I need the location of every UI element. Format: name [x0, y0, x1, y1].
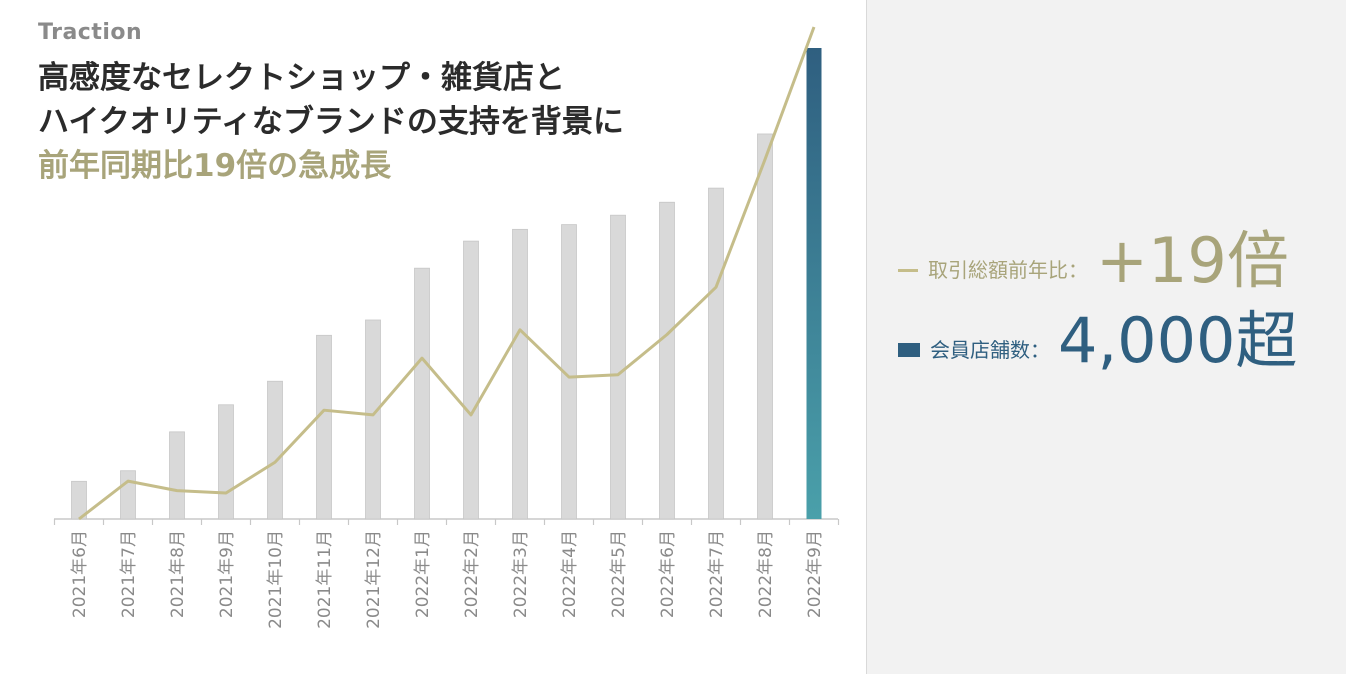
legend-line-label: 取引総額前年比：	[928, 258, 1088, 282]
x-tick-label-12: 2022年5月	[609, 530, 629, 618]
x-tick-label-8: 2022年1月	[413, 530, 433, 618]
x-tick-label-9: 2022年2月	[462, 530, 482, 618]
legend-bar-value: 4,000超	[1058, 304, 1298, 377]
x-tick-label-10: 2022年3月	[511, 530, 531, 618]
bar-14	[708, 187, 724, 520]
x-tick-label-6: 2021年11月	[315, 530, 335, 629]
x-tick-label-11: 2022年4月	[560, 530, 580, 618]
headline: 高感度なセレクトショップ・雑貨店と ハイクオリティなブランドの支持を背景に 前年…	[38, 56, 624, 188]
bar-6	[316, 334, 332, 520]
bar-13	[659, 201, 675, 520]
traction-chart: 2021年6月 2021年7月 2021年8月 2021年9月 2021年10月 2021…	[53, 26, 840, 629]
bar-5	[267, 380, 283, 520]
legend-panel	[866, 0, 1346, 674]
legend-line-row: 取引総額前年比： +19倍	[896, 228, 1289, 294]
bar-12	[610, 214, 626, 520]
legend-line-value: +19倍	[1096, 224, 1289, 297]
x-tick-label-15: 2022年8月	[756, 530, 776, 618]
bar-7	[365, 319, 381, 520]
bar-15	[757, 133, 773, 520]
section-label: Traction	[38, 20, 143, 45]
bar-10	[512, 228, 528, 520]
x-tick-label-5: 2021年10月	[266, 530, 286, 629]
x-tick-label-14: 2022年7月	[707, 530, 727, 618]
headline-line-2: ハイクオリティなブランドの支持を背景に	[38, 104, 624, 140]
legend-bar-row: 会員店舗数： 4,000超	[896, 308, 1298, 374]
x-tick-label-7: 2021年12月	[364, 530, 384, 629]
headline-line-1: 高感度なセレクトショップ・雑貨店と	[38, 60, 565, 96]
legend-bar-label: 会員店舗数：	[930, 338, 1050, 362]
bar-16	[806, 48, 822, 519]
x-tick-label-4: 2021年9月	[217, 530, 237, 618]
bar-8	[414, 267, 430, 520]
bar-swatch-icon	[898, 343, 920, 357]
yoy-line	[78, 26, 816, 521]
line-swatch-icon	[898, 269, 918, 272]
x-tick-label-13: 2022年6月	[658, 530, 678, 618]
bar-3	[169, 431, 185, 520]
x-tick-label-16: 2022年9月	[805, 530, 825, 618]
bar-2	[120, 470, 136, 520]
bar-4	[218, 404, 234, 520]
x-tick-label-1: 2021年6月	[70, 530, 90, 618]
x-tick-label-2: 2021年7月	[119, 530, 139, 618]
headline-accent: 前年同期比19倍の急成長	[38, 148, 392, 184]
x-tick-label-3: 2021年8月	[168, 530, 188, 618]
bar-9	[463, 240, 479, 520]
